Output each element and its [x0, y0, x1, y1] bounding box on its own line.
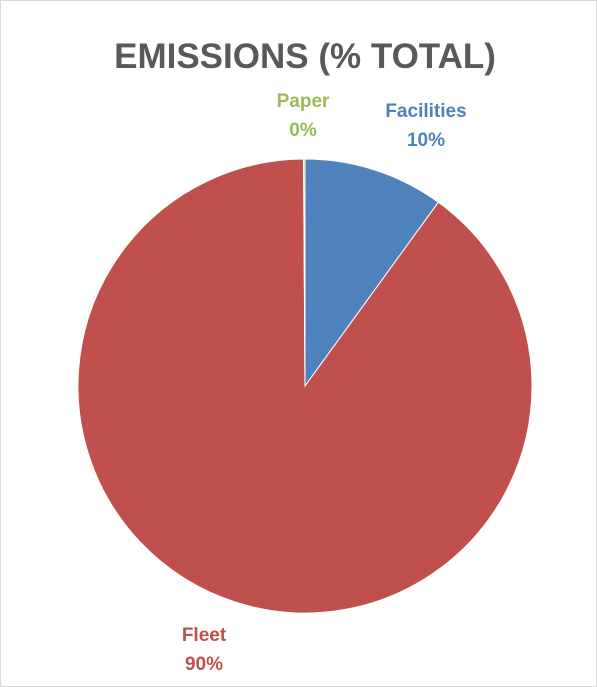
slice-label-facilities-name: Facilities: [385, 101, 466, 122]
pie-labels: Facilities 10% Fleet 90% Paper 0%: [182, 91, 467, 675]
slice-label-paper-name: Paper: [277, 91, 330, 112]
slice-label-paper-value: 0%: [289, 120, 317, 141]
slice-label-fleet-name: Fleet: [182, 625, 227, 646]
pie-slices: [77, 158, 533, 614]
pie-slice-paper: [303, 158, 306, 387]
slice-label-facilities-value: 10%: [407, 130, 445, 151]
pie-slice-facilities: [304, 158, 440, 388]
chart-title: EMISSIONS (% TOTAL): [114, 37, 496, 76]
slice-label-fleet-value: 90%: [185, 654, 223, 675]
